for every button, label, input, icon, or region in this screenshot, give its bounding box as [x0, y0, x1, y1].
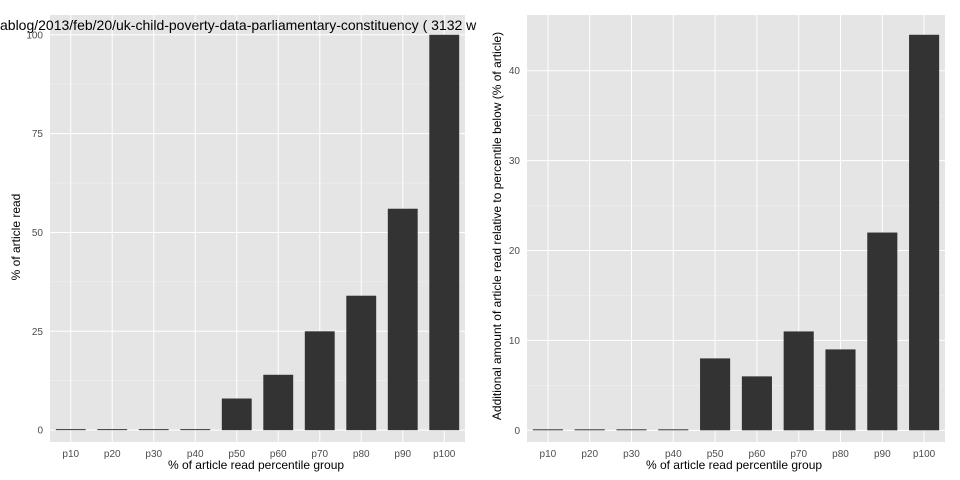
bar [138, 429, 169, 431]
x-tick-label: p40 [187, 449, 204, 460]
y-tick-label: 20 [509, 246, 521, 257]
chart-additional-read: Additional amount of article read relati… [490, 15, 945, 472]
bar [574, 429, 605, 431]
bar [387, 208, 418, 431]
bar [221, 398, 252, 431]
y-tick-label: 50 [32, 228, 44, 239]
bar [700, 358, 731, 431]
x-tick-label: p100 [913, 449, 936, 460]
x-tick-label: p30 [145, 449, 162, 460]
x-tick-label: p60 [749, 449, 766, 460]
bar [263, 374, 294, 431]
plot-area [50, 15, 465, 442]
bar [783, 331, 814, 431]
y-tick-label: 0 [37, 426, 43, 437]
x-tick-label: p20 [581, 449, 598, 460]
x-tick-label: p30 [623, 449, 640, 460]
y-tick-label: 25 [32, 327, 44, 338]
bar [616, 429, 647, 431]
bar [658, 429, 689, 431]
x-tick-label: p80 [353, 449, 370, 460]
x-tick-label: p70 [311, 449, 328, 460]
x-tick-label: p10 [540, 449, 557, 460]
x-tick-label: p60 [270, 449, 287, 460]
bar [429, 34, 460, 431]
x-tick-label: p70 [790, 449, 807, 460]
y-tick-label: 0 [514, 426, 520, 437]
y-axis-label: % of article read [9, 194, 23, 281]
x-axis-label: % of article read percentile group [168, 458, 344, 472]
y-tick-label: 10 [509, 336, 521, 347]
chart-percent-read: ablog/2013/feb/20/uk-child-poverty-data-… [0, 15, 477, 472]
bar [909, 34, 940, 431]
bar [532, 429, 563, 431]
bar [55, 429, 86, 431]
x-tick-label: p100 [433, 449, 456, 460]
plot-area [527, 15, 945, 442]
x-tick-label: p10 [62, 449, 79, 460]
bar [741, 376, 772, 431]
y-tick-label: 100 [26, 30, 43, 41]
bar [180, 429, 211, 431]
bar [97, 429, 128, 431]
y-axis-label: Additional amount of article read relati… [490, 32, 504, 420]
bar [825, 349, 856, 431]
x-tick-label: p90 [394, 449, 411, 460]
x-tick-label: p40 [665, 449, 682, 460]
chart-title: ablog/2013/feb/20/uk-child-poverty-data-… [0, 17, 477, 33]
x-axis-label: % of article read percentile group [646, 458, 822, 472]
x-tick-label: p80 [832, 449, 849, 460]
y-tick-label: 40 [509, 66, 521, 77]
bar [304, 331, 335, 431]
x-tick-label: p50 [707, 449, 724, 460]
bar [346, 295, 377, 431]
bar [867, 232, 898, 431]
x-tick-label: p90 [874, 449, 891, 460]
y-tick-label: 30 [509, 156, 521, 167]
x-tick-label: p20 [104, 449, 121, 460]
y-tick-label: 75 [32, 129, 44, 140]
x-tick-label: p50 [228, 449, 245, 460]
